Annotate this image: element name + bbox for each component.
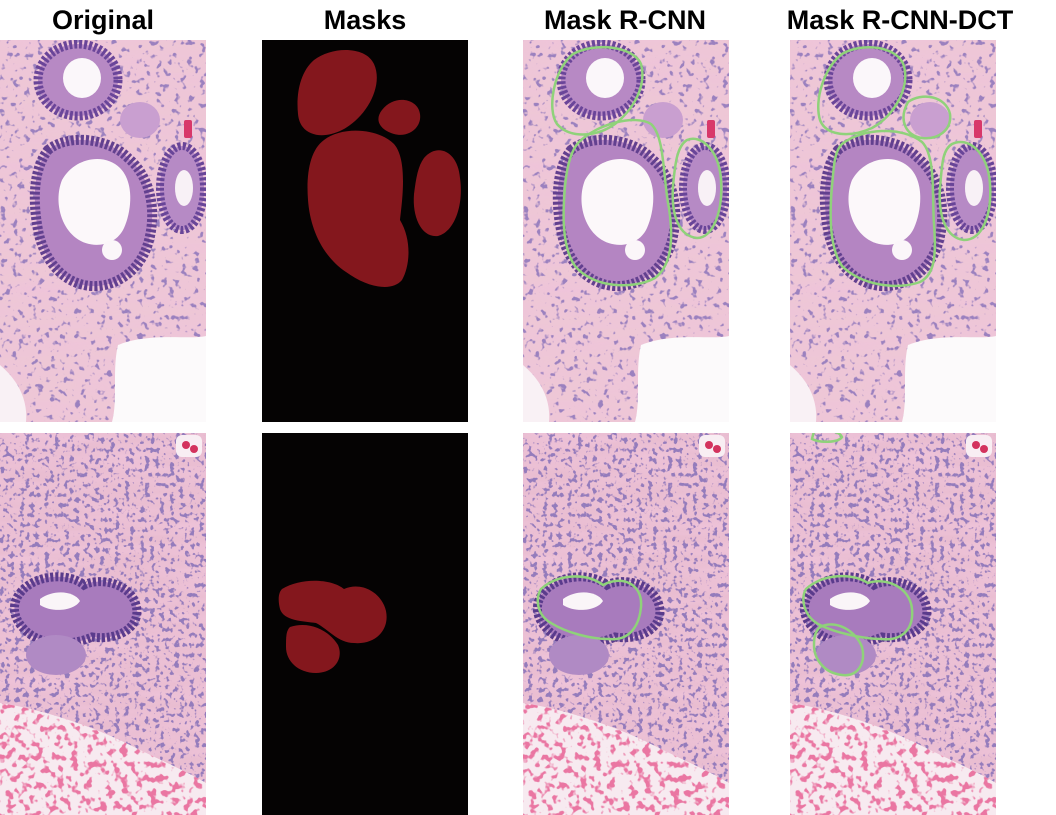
predicted-contour (902, 95, 952, 140)
mask-region (378, 99, 421, 135)
mask-image (278, 580, 387, 673)
panel-mask-rcnn-dct-sample-2 (790, 433, 996, 815)
predicted-contour (829, 129, 937, 288)
mask-region (278, 580, 387, 644)
mask-region (413, 150, 461, 237)
panel-original-sample-2 (0, 433, 206, 815)
predicted-contour (812, 623, 865, 677)
predicted-contour (802, 574, 914, 641)
panel-mask-rcnn-dct-sample-1 (790, 40, 996, 422)
panel-masks-sample-1 (262, 40, 468, 422)
mask-region (307, 130, 409, 287)
prediction-image (523, 433, 729, 815)
predicted-contour (810, 433, 844, 443)
prediction-image (790, 433, 996, 815)
predicted-contour (536, 575, 643, 641)
panel-mask-rcnn-sample-2 (523, 433, 729, 815)
column-title-mask-rcnn-dct: Mask R-CNN-DCT (786, 5, 1014, 35)
prediction-image (523, 40, 729, 422)
tissue-image (0, 40, 206, 422)
predicted-contour (817, 46, 907, 136)
column-title-mask-rcnn: Mask R-CNN (543, 5, 707, 35)
mask-region (297, 49, 377, 136)
column-title-masks: Masks (323, 5, 407, 35)
panel-mask-rcnn-sample-1 (523, 40, 729, 422)
mask-region (286, 625, 340, 673)
tissue-image (0, 433, 206, 815)
predicted-contour (551, 45, 644, 136)
predicted-contour (671, 137, 723, 240)
prediction-image (790, 40, 996, 422)
column-title-original: Original (51, 5, 154, 35)
predicted-contour (938, 140, 992, 242)
panel-masks-sample-2 (262, 433, 468, 815)
panel-original-sample-1 (0, 40, 206, 422)
predicted-contour (562, 118, 673, 287)
mask-image (297, 49, 461, 287)
